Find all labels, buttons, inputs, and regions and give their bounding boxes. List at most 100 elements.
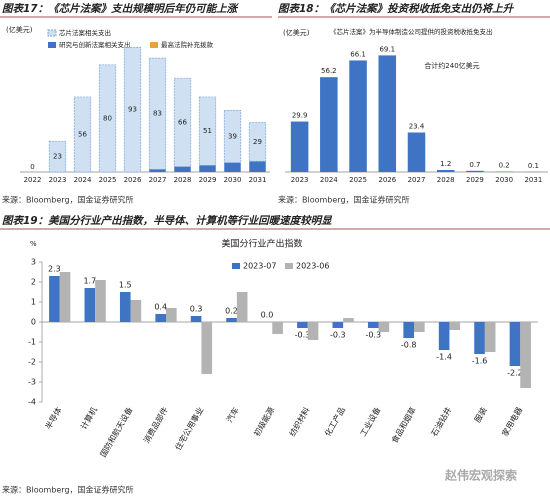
y-tick-label: 2 — [31, 278, 36, 287]
x-tick-label: 2022 — [24, 176, 42, 184]
bar — [436, 169, 455, 172]
legend-label: 2023-07 — [243, 262, 276, 271]
bar-segment — [123, 47, 142, 173]
data-label: 0.2 — [225, 307, 238, 316]
data-label: 69.1 — [379, 45, 395, 53]
data-label: 1.2 — [440, 160, 451, 168]
bar-segment — [173, 77, 192, 167]
data-label: 39 — [228, 132, 237, 140]
bar — [349, 60, 367, 172]
bar — [119, 292, 131, 322]
bar — [378, 322, 390, 332]
y-tick-label: 1 — [31, 298, 36, 307]
bar — [290, 121, 309, 172]
data-label: 0.2 — [499, 162, 510, 170]
x-tick-label: 2023 — [291, 176, 309, 184]
legend-swatch — [285, 263, 293, 269]
legend-swatch — [150, 42, 158, 48]
annotation: 合计约240亿美元 — [424, 61, 479, 70]
bar — [320, 77, 338, 172]
source: 来源：Bloomberg，国金证券研究所 — [278, 195, 410, 205]
bar-segment — [198, 96, 217, 166]
x-tick-label: 2023 — [49, 176, 67, 184]
bar — [378, 55, 397, 172]
x-tick-label: 工业设备 — [358, 405, 383, 438]
x-tick-label: 2027 — [408, 176, 426, 184]
x-tick-label: 2026 — [124, 176, 142, 184]
y-tick-label: 0 — [31, 318, 36, 327]
x-tick-label: 2030 — [224, 176, 242, 184]
bar — [449, 322, 461, 330]
data-label: -0.3 — [295, 331, 311, 340]
bar — [484, 322, 496, 352]
y-tick-label: -4 — [28, 398, 36, 407]
bar-segment — [223, 110, 242, 163]
legend-label: 芯片法案相关支出 — [59, 28, 111, 37]
data-label: 66.1 — [350, 50, 366, 58]
unit-label: % — [30, 240, 37, 248]
x-tick-label: 消费品部件 — [141, 405, 170, 445]
legend-label: 2023-06 — [296, 262, 329, 271]
data-label: 66 — [178, 118, 187, 126]
data-label: 56 — [78, 130, 87, 138]
x-tick-label: 2031 — [524, 176, 542, 184]
bar — [438, 322, 450, 350]
bar-segment — [199, 165, 216, 172]
bar — [343, 318, 354, 322]
source: 来源：Bloomberg，国金证券研究所 — [2, 485, 134, 495]
bar — [367, 322, 379, 328]
x-tick-label: 2029 — [466, 176, 484, 184]
x-tick-label: 国防和航天设备 — [98, 405, 135, 458]
bar-segment — [249, 161, 266, 172]
data-label: 23.4 — [409, 123, 425, 131]
legend-label: 《芯片法案》为半导体制造公司提供的投资税收抵免支出 — [330, 27, 493, 36]
y-tick-label: -3 — [28, 378, 36, 387]
bar-segment — [148, 57, 167, 170]
x-tick-label: 2028 — [174, 176, 192, 184]
y-tick-label: 3 — [31, 258, 36, 267]
legend-label: 最高法院补充拨款 — [161, 40, 214, 49]
bar — [307, 322, 319, 340]
figure-title: 图表19：美国分行业产出指数，半导体、计算机等行业回暖速度较明显 — [2, 214, 333, 227]
data-label: 1.7 — [83, 277, 96, 286]
bar — [414, 322, 425, 332]
legend-swatch — [47, 29, 57, 37]
data-label: 51 — [203, 127, 212, 135]
data-label: 80 — [103, 114, 112, 122]
data-label: 83 — [153, 110, 162, 118]
bar-segment — [149, 169, 166, 172]
data-label: 0.4 — [154, 303, 167, 312]
bar-segment — [73, 96, 92, 173]
data-label: 0.0 — [261, 311, 274, 320]
x-tick-label: 初级能源 — [252, 405, 277, 438]
bar-segment — [174, 166, 191, 172]
data-label: 0 — [30, 163, 34, 171]
bar — [201, 322, 213, 374]
data-label: -1.4 — [436, 353, 452, 362]
y-tick-label: -1 — [28, 338, 36, 347]
chart-title: 美国分行业产出指数 — [221, 238, 302, 250]
bar-segment — [248, 122, 267, 162]
legend-swatch — [232, 263, 240, 269]
figure-title: 图表18：《芯片法案》投资税收抵免支出仍将上升 — [278, 2, 515, 15]
bar — [407, 132, 426, 172]
bar — [59, 272, 71, 322]
bar — [474, 322, 485, 354]
x-tick-label: 2029 — [199, 176, 217, 184]
x-tick-label: 半导体 — [43, 405, 64, 431]
bar — [332, 322, 344, 328]
bar-segment — [48, 140, 67, 173]
unit-label: (亿美元) — [6, 25, 33, 34]
legend-swatch — [48, 42, 56, 48]
bar-segment — [224, 162, 241, 172]
x-tick-label: 服装 — [472, 405, 489, 424]
x-tick-label: 纺织材料 — [287, 405, 312, 438]
data-label: 29.9 — [292, 112, 308, 120]
x-tick-label: 2030 — [495, 176, 513, 184]
data-label: 1.5 — [119, 281, 132, 290]
y-tick-label: -2 — [28, 358, 36, 367]
data-label: -0.8 — [401, 341, 417, 350]
bar — [84, 288, 96, 322]
bar — [466, 170, 484, 172]
